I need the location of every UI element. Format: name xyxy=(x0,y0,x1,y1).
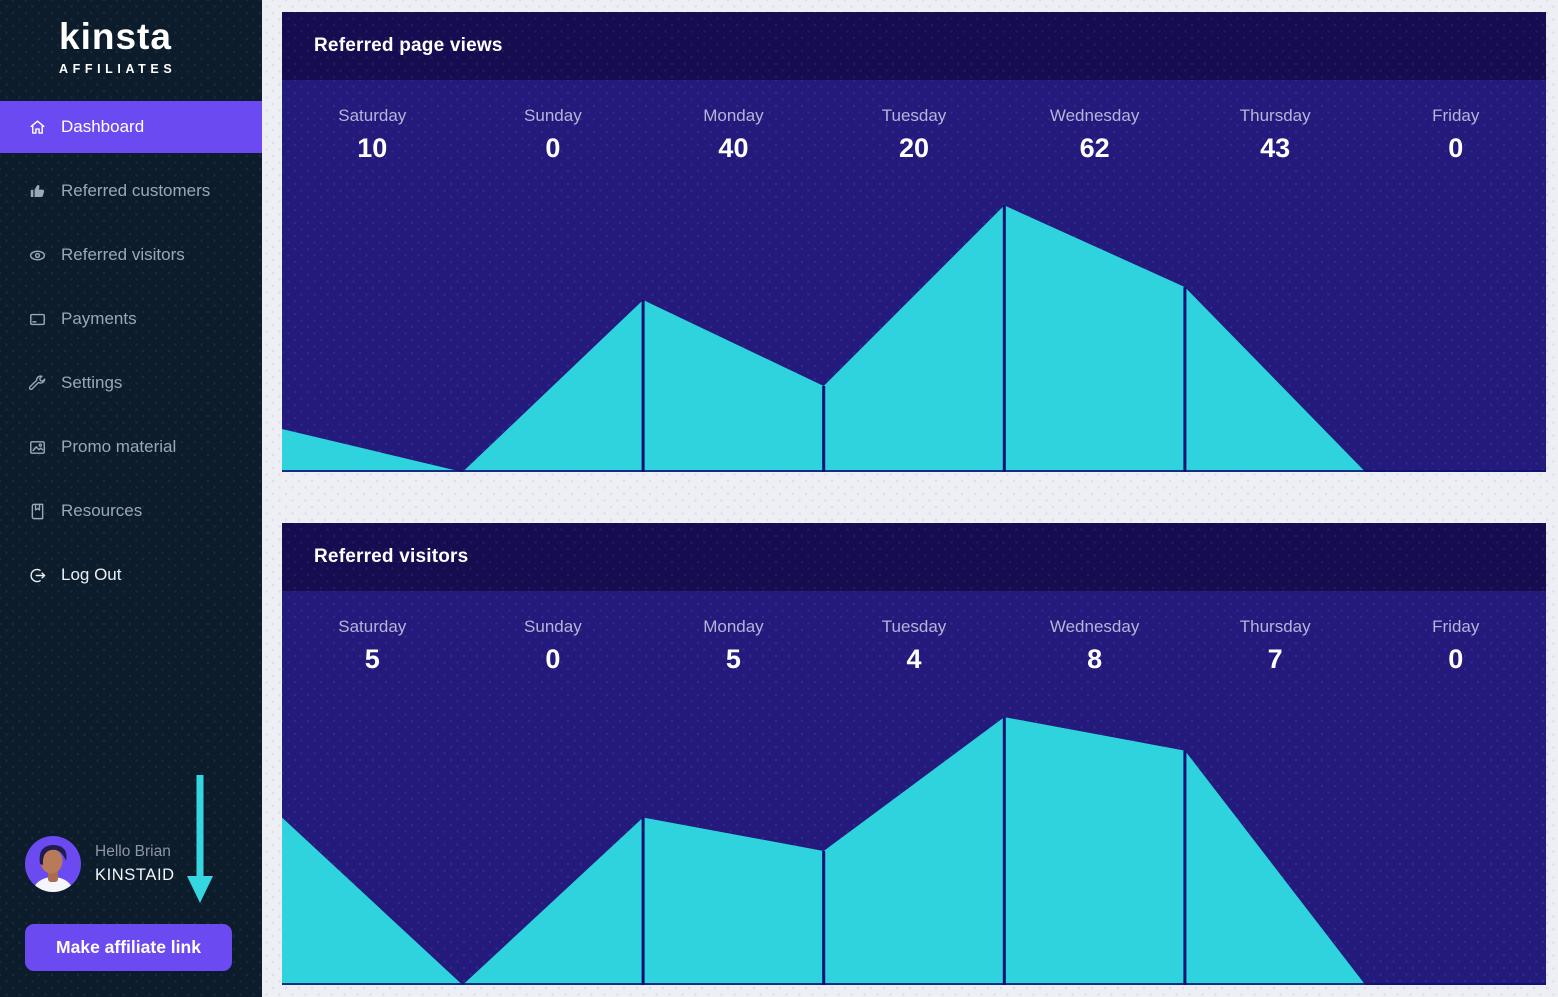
sidebar-item-resources[interactable]: Resources xyxy=(0,485,262,537)
data-point-line xyxy=(1002,717,1006,985)
avatar xyxy=(25,836,81,892)
sidebar: kinsta AFFILIATES Dashboard Referred cust… xyxy=(0,0,262,997)
home-icon xyxy=(28,118,47,137)
chart-card-referred-visitors: Referred visitors Saturday 5 Sunday 0 Monday… xyxy=(282,523,1546,985)
chart-baseline xyxy=(282,470,1546,472)
area-chart-canvas xyxy=(282,717,1546,985)
wrench-icon xyxy=(28,374,47,393)
main-content: Referred page views Saturday 10 Sunday 0 Mon… xyxy=(262,0,1558,997)
brand-logo: kinsta AFFILIATES xyxy=(0,0,262,76)
logout-icon xyxy=(28,566,47,585)
image-icon xyxy=(28,438,47,457)
make-affiliate-link-button[interactable]: Make affiliate link xyxy=(25,924,232,971)
sidebar-item-label: Payments xyxy=(61,309,137,328)
data-point-line xyxy=(822,851,826,985)
area-chart-canvas xyxy=(282,205,1546,472)
sidebar-item-label: Log Out xyxy=(61,565,122,584)
sidebar-item-referred-customers[interactable]: Referred customers xyxy=(0,165,262,217)
sidebar-item-dashboard[interactable]: Dashboard xyxy=(0,101,262,153)
user-greeting: Hello Brian xyxy=(95,843,171,860)
thumbs-up-icon xyxy=(28,182,47,201)
down-arrow-annotation-icon xyxy=(187,775,213,903)
sidebar-item-referred-visitors[interactable]: Referred visitors xyxy=(0,229,262,281)
sidebar-item-label: Promo material xyxy=(61,437,177,456)
sidebar-item-label: Settings xyxy=(61,373,123,392)
user-code: KINSTAID xyxy=(95,866,175,884)
sidebar-item-settings[interactable]: Settings xyxy=(0,357,262,409)
chart-baseline xyxy=(282,983,1546,985)
eye-icon xyxy=(28,246,47,265)
sidebar-item-payments[interactable]: Payments xyxy=(0,293,262,345)
user-text: Hello Brian KINSTAID xyxy=(95,843,175,885)
data-point-line xyxy=(641,817,645,985)
brand-name: kinsta xyxy=(59,16,172,57)
credit-card-icon xyxy=(28,310,47,329)
data-point-line xyxy=(822,386,826,472)
area-series xyxy=(282,205,1366,472)
sidebar-item-label: Referred visitors xyxy=(61,245,185,264)
data-point-line xyxy=(1183,287,1187,472)
sidebar-item-label: Resources xyxy=(61,501,143,520)
sidebar-nav: Dashboard Referred customers Referred visi… xyxy=(0,101,262,601)
brand-tagline: AFFILIATES xyxy=(59,62,177,76)
sidebar-item-label: Referred customers xyxy=(61,181,211,200)
area-chart-page-views: Saturday 10 Sunday 0 Monday 40 Tuesday 20 Wednes… xyxy=(282,80,1546,472)
sidebar-item-promo-material[interactable]: Promo material xyxy=(0,421,262,473)
data-point-line xyxy=(641,300,645,472)
data-point-line xyxy=(1002,205,1006,472)
user-block: Hello Brian KINSTAID xyxy=(25,836,175,892)
sidebar-item-label: Dashboard xyxy=(61,117,145,136)
chart-title: Referred visitors xyxy=(314,546,469,567)
area-chart-visitors: Saturday 5 Sunday 0 Monday 5 Tuesday 4 Wednesday… xyxy=(282,591,1546,985)
chart-card-header: Referred visitors xyxy=(282,523,1546,591)
data-point-line xyxy=(1183,750,1187,985)
sidebar-item-log-out[interactable]: Log Out xyxy=(0,549,262,601)
chart-card-header: Referred page views xyxy=(282,12,1546,80)
book-icon xyxy=(28,502,47,521)
chart-card-referred-page-views: Referred page views Saturday 10 Sunday 0 Mon… xyxy=(282,12,1546,472)
chart-title: Referred page views xyxy=(314,35,503,56)
